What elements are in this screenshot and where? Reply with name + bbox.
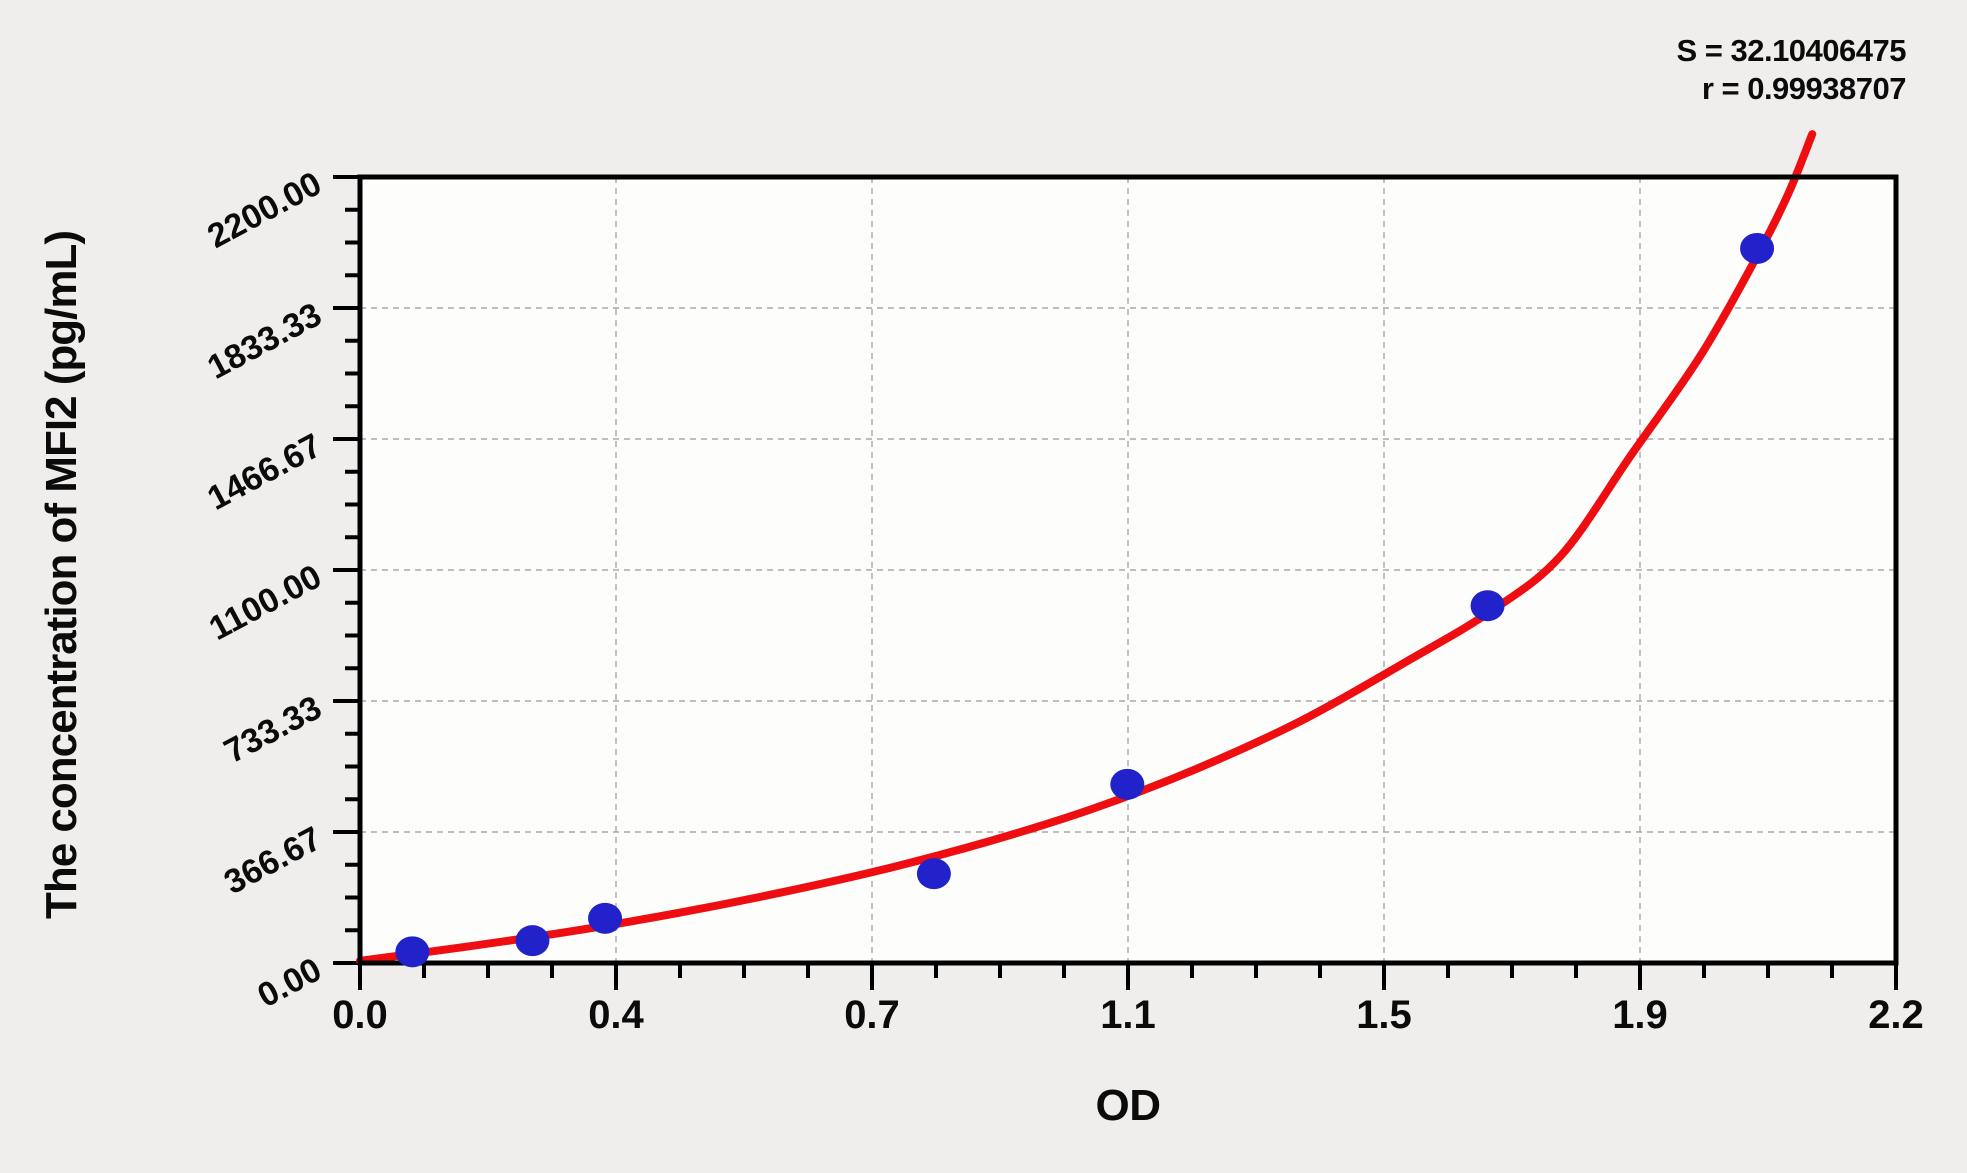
plot-frame bbox=[357, 174, 1899, 966]
x-tick-label: 0.7 bbox=[844, 993, 900, 1037]
x-tick-label: 1.5 bbox=[1356, 993, 1412, 1037]
y-axis-title: The concentration of MFI2 (pg/mL) bbox=[37, 230, 86, 920]
data-point bbox=[1470, 590, 1505, 622]
y-tick-label: 366.67 bbox=[218, 820, 328, 902]
data-point bbox=[1110, 768, 1145, 800]
x-axis-title: OD bbox=[1095, 1081, 1162, 1130]
fit-statistic-s: S = 32.10406475 bbox=[1676, 33, 1906, 68]
data-point bbox=[588, 902, 623, 934]
y-tick-label: 2200.00 bbox=[201, 165, 327, 256]
plot-area bbox=[360, 177, 1896, 963]
x-tick-label: 0.0 bbox=[332, 993, 388, 1037]
data-point bbox=[395, 936, 430, 968]
y-tick-label: 1100.00 bbox=[203, 558, 328, 648]
fit-curve bbox=[356, 130, 1817, 965]
data-point bbox=[916, 858, 951, 890]
y-tick-label: 0.00 bbox=[251, 951, 327, 1016]
y-tick-label: 1466.67 bbox=[201, 427, 327, 518]
x-tick-label: 0.4 bbox=[588, 993, 644, 1037]
y-tick-label: 1833.33 bbox=[201, 296, 327, 387]
x-tick-label: 1.9 bbox=[1612, 993, 1668, 1037]
x-tick-label: 2.2 bbox=[1868, 993, 1924, 1037]
data-point bbox=[1740, 232, 1775, 264]
fit-statistic-r: r = 0.99938707 bbox=[1701, 71, 1907, 106]
fit-statistics: S = 32.10406475 r = 0.99938707 bbox=[1676, 32, 1906, 108]
data-point bbox=[515, 925, 550, 957]
x-tick-label: 1.1 bbox=[1100, 993, 1156, 1037]
y-tick-label: 733.33 bbox=[218, 689, 328, 771]
